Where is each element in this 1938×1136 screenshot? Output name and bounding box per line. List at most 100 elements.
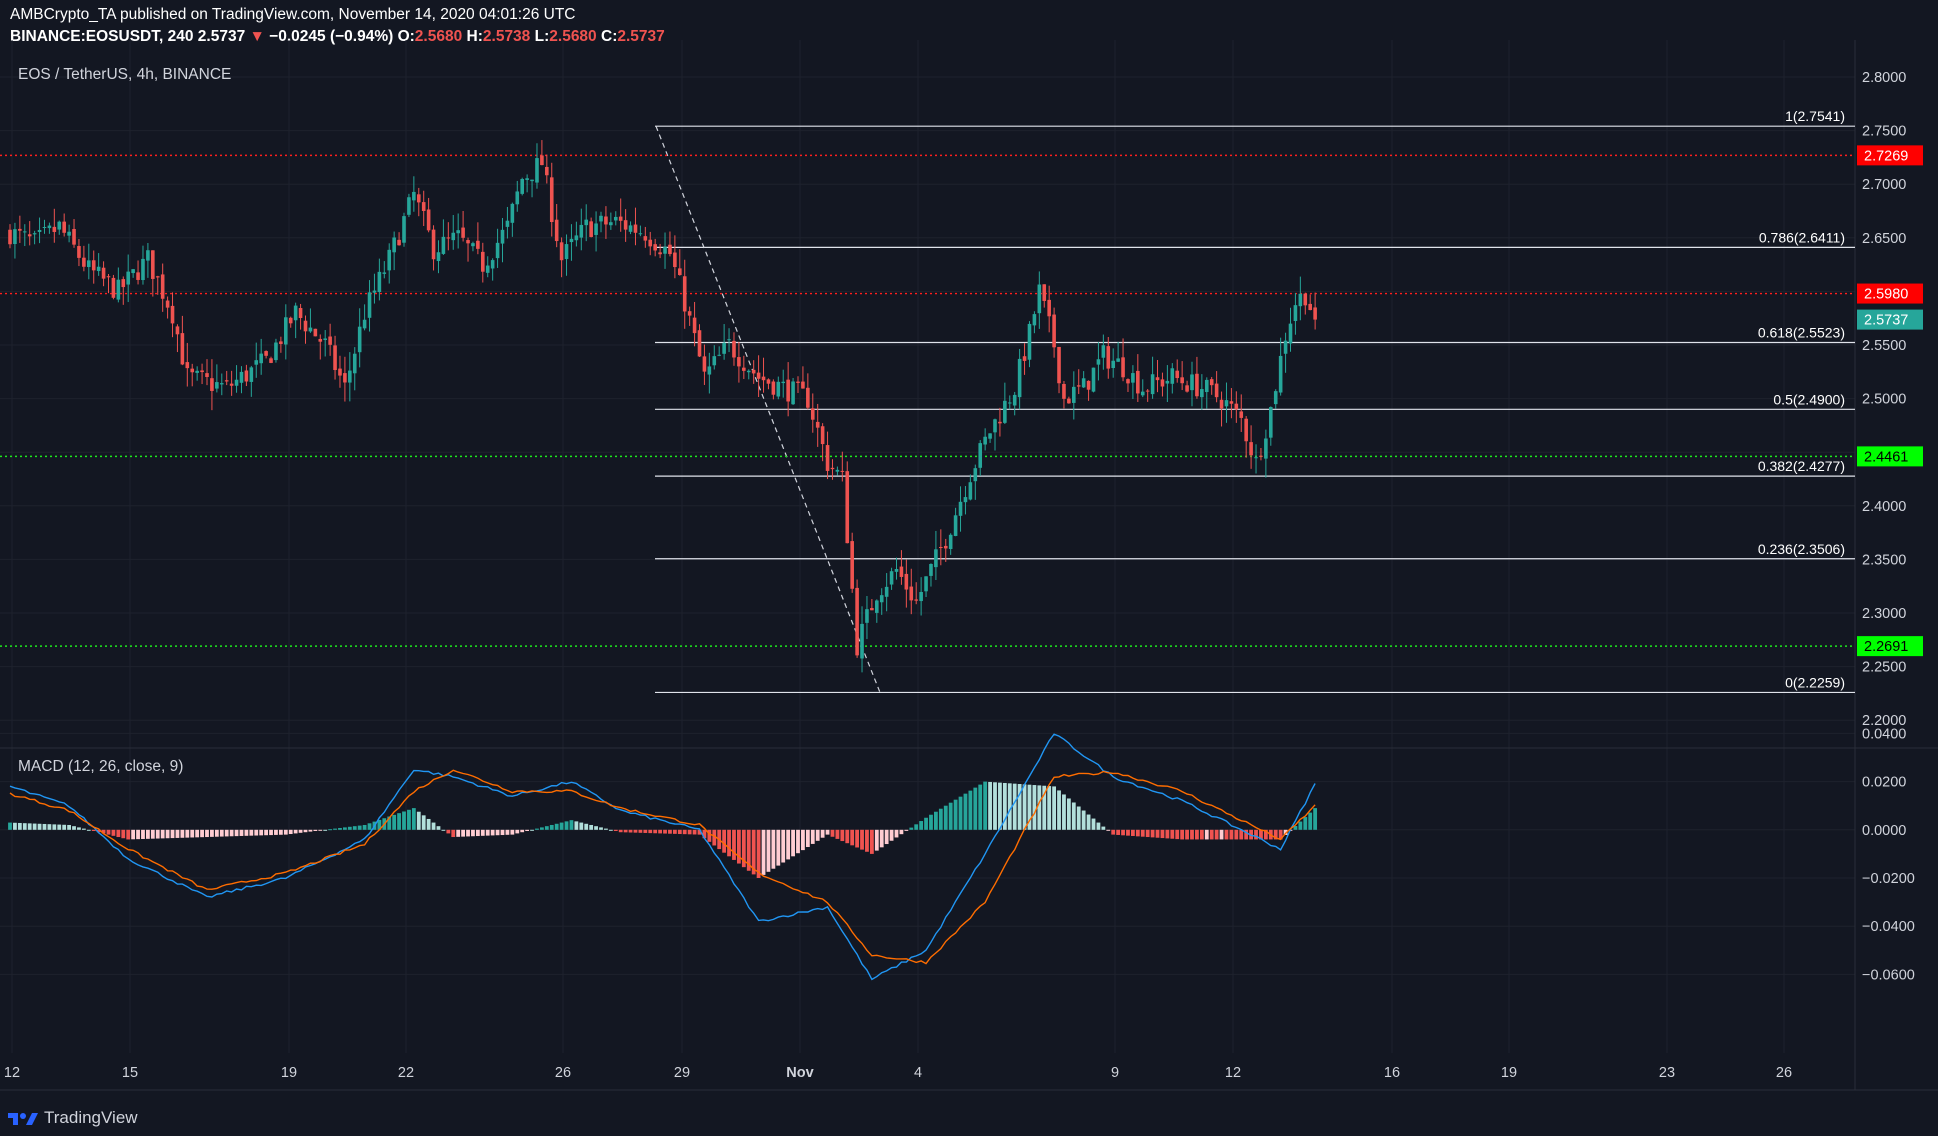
time-axis-tick: 9 <box>1111 1065 1119 1081</box>
candle-body <box>702 356 707 372</box>
candle-body <box>1091 367 1096 392</box>
candle-body <box>1160 379 1165 387</box>
candle-body <box>1209 379 1214 386</box>
macd-histogram-bar <box>810 829 815 844</box>
candle-body <box>1264 438 1268 459</box>
candle-body <box>500 229 505 244</box>
macd-histogram-bar <box>347 826 352 830</box>
candle-body <box>899 566 904 577</box>
macd-histogram-bar <box>909 827 914 830</box>
candle-body <box>42 227 47 229</box>
candle-body <box>648 239 653 247</box>
macd-histogram-bar <box>628 829 633 833</box>
macd-histogram-bar <box>1214 829 1219 840</box>
candle-body <box>958 501 963 516</box>
candle-body <box>1293 305 1298 322</box>
macd-histogram-bar <box>791 829 795 857</box>
candle-body <box>1111 360 1115 369</box>
macd-histogram-bar <box>697 829 702 835</box>
candle-body <box>865 609 869 623</box>
macd-histogram-bar <box>480 829 485 836</box>
candle-body <box>461 227 465 238</box>
candle-body <box>1140 391 1145 396</box>
macd-histogram-bar <box>929 814 933 830</box>
macd-histogram-bar <box>195 829 200 838</box>
candle-body <box>1027 323 1032 360</box>
candle-body <box>1057 346 1061 384</box>
fib-level-label: 0.618(2.5523) <box>1758 325 1845 341</box>
macd-histogram-bar <box>1022 784 1027 830</box>
horizontal-levels[interactable] <box>0 154 1855 647</box>
macd-histogram-bar <box>1293 826 1298 830</box>
candle-body <box>77 246 81 258</box>
macd-histogram-bar <box>781 829 786 863</box>
candle-body <box>1313 307 1317 320</box>
candle-body <box>604 216 608 225</box>
candle-body <box>589 221 593 237</box>
candle-body <box>136 272 140 280</box>
macd-histogram-bar <box>702 829 707 839</box>
time-axis-tick: Nov <box>786 1065 813 1081</box>
macd-histogram-bar <box>52 824 57 830</box>
macd-histogram-bar <box>608 829 613 831</box>
candle-body <box>594 223 598 235</box>
macd-histogram-bar <box>244 829 249 836</box>
candle-body <box>313 328 318 337</box>
macd-histogram-bar <box>530 829 534 831</box>
change-arrow: ▼ <box>249 28 265 45</box>
candle-body <box>569 238 574 243</box>
candle-body <box>485 265 490 273</box>
macd-histogram-bar <box>175 829 180 838</box>
candle-body <box>1017 358 1022 398</box>
macd-histogram-bar <box>1131 829 1135 836</box>
macd-histogram-bar <box>894 829 899 838</box>
candle-body <box>678 268 682 276</box>
macd-histogram-bar <box>525 829 530 832</box>
macd-histogram-bar <box>1234 829 1239 840</box>
macd-histogram-bar <box>495 829 500 836</box>
macd-histogram-bar <box>274 829 278 835</box>
price-label: 2.2691 <box>1864 639 1908 655</box>
macd-histogram-bar <box>1298 821 1303 830</box>
candle-body <box>584 219 589 226</box>
macd-histogram-bar <box>574 821 579 830</box>
candle-body <box>599 215 603 222</box>
candle-body <box>1259 455 1263 457</box>
candle-body <box>338 368 342 376</box>
macd-histogram-bar <box>830 829 835 837</box>
macd-histogram-bar <box>86 829 91 831</box>
price-axis-tick: 2.3500 <box>1862 552 1906 568</box>
candle-body <box>121 279 126 288</box>
macd-histogram-bar <box>1175 829 1180 840</box>
candle-body <box>682 276 687 312</box>
macd-histogram-bar <box>1066 798 1071 830</box>
tradingview-logo[interactable]: TradingView <box>8 1108 138 1128</box>
fibonacci-retracement[interactable]: 1(2.7541) 0.786(2.6411) 0.618(2.5523) 0.5(2… <box>655 108 1855 694</box>
candle-body <box>525 178 529 180</box>
candle-body <box>751 369 756 374</box>
macd-histogram-bar <box>367 823 372 830</box>
macd-histogram-bar <box>500 829 505 836</box>
candle-body <box>101 267 106 279</box>
macd-histogram-bar <box>416 811 421 830</box>
candle-body <box>151 250 155 279</box>
time-axis-tick: 19 <box>1501 1065 1517 1081</box>
macd-histogram-bar <box>988 781 992 830</box>
candle-body <box>224 380 229 382</box>
candle-body <box>540 155 544 166</box>
candle-body <box>229 383 234 386</box>
macd-histogram-bar <box>475 829 480 837</box>
candle-body <box>801 381 805 389</box>
candle-body <box>978 443 983 468</box>
macd-histogram-bar <box>1012 783 1017 830</box>
time-axis-tick: 12 <box>1225 1065 1241 1081</box>
candle-body <box>993 419 997 433</box>
candle-body <box>939 546 943 548</box>
time-axis-tick: 23 <box>1659 1065 1675 1081</box>
macd-histogram-bar <box>904 829 909 831</box>
macd-histogram-bar <box>47 824 52 830</box>
macd-histogram-bar <box>549 824 554 830</box>
macd-histogram-bar <box>1160 829 1165 839</box>
candle-body <box>264 351 268 356</box>
